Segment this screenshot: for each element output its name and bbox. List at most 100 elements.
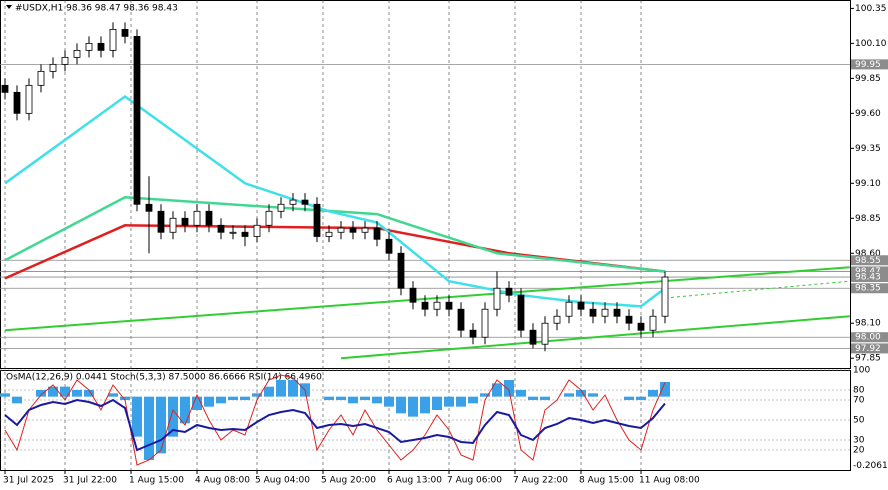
moving-average [4, 196, 666, 273]
candle-body [37, 70, 45, 86]
candle-body [169, 217, 177, 233]
osma-bar [576, 390, 586, 397]
level-box [851, 266, 888, 277]
candle-body [469, 329, 477, 338]
trend-line [340, 315, 850, 360]
osma-bar [204, 396, 214, 407]
y-tick-label: 98.60 [855, 249, 881, 259]
level-box [851, 59, 888, 70]
x-tick-label: 1 Aug 15:00 [129, 476, 184, 486]
osma-bar [468, 396, 478, 404]
menu-arrow[interactable] [6, 5, 12, 9]
x-tick-label: 8 Aug 15:00 [579, 476, 634, 486]
candle-body [313, 203, 321, 237]
osma-bar [120, 396, 130, 400]
osma-bar [504, 380, 514, 397]
indicator-title: OsMA(12,26,9) 0.0441 Stoch(5,3,3) 87.500… [6, 373, 322, 383]
y-tick-label: 100.35 [855, 4, 887, 14]
candle-body [217, 224, 225, 233]
x-tick-label: 5 Aug 20:00 [321, 476, 376, 486]
level-box [851, 272, 888, 283]
osma-bar [420, 396, 430, 414]
osma-bar [624, 396, 634, 400]
osma-bar [408, 396, 418, 417]
candle-body [625, 315, 633, 324]
indicator-tick-label: 20 [853, 446, 865, 456]
osma-bar [168, 396, 178, 437]
candle-body [289, 199, 297, 205]
osma-bar [240, 396, 250, 400]
candle-body [589, 308, 597, 317]
osma-bar [336, 396, 346, 400]
x-tick-label: 7 Aug 22:00 [513, 476, 568, 486]
osma-bar [480, 393, 490, 397]
y-tick-label: 98.10 [855, 319, 881, 329]
osma-bar [216, 396, 226, 404]
indicator-tick-label: 80 [853, 386, 865, 396]
candle-body [133, 35, 141, 205]
candle-body [193, 210, 201, 226]
x-tick-label: 11 Aug 08:00 [639, 476, 700, 486]
moving-average [4, 94, 666, 308]
level-label: 98.00 [855, 333, 881, 343]
x-tick-label: 31 Jul 22:00 [63, 476, 117, 486]
rsi-line [4, 398, 666, 452]
candle-body [109, 28, 117, 51]
osma-bar [0, 393, 10, 397]
candle-body [97, 42, 105, 51]
osma-bar [360, 396, 370, 400]
candle-body [277, 203, 285, 212]
osma-bar [264, 386, 274, 397]
candle-body [13, 91, 21, 114]
x-tick-label: 7 Aug 06:00 [447, 476, 502, 486]
osma-bar [276, 380, 286, 397]
indicator-tick-label: 30 [853, 436, 865, 446]
trend-line [4, 266, 850, 332]
candle-body [565, 301, 573, 317]
osma-bar [228, 396, 238, 400]
osma-bar [516, 390, 526, 397]
candle-body [649, 315, 657, 331]
osma-bar [564, 393, 574, 397]
candle-body [493, 287, 501, 310]
level-box [851, 283, 888, 294]
chart-title: #USDX,H1 98.36 98.47 98.36 98.43 [15, 4, 178, 14]
osma-bar [192, 396, 202, 410]
osma-bar [72, 390, 82, 397]
osma-tick-label: -0.2061 [853, 461, 888, 471]
candle-body [613, 308, 621, 317]
candle-body [337, 227, 345, 233]
osma-bar [540, 396, 550, 400]
level-label: 98.35 [855, 284, 881, 294]
indicator-tick-label: 100 [853, 366, 870, 376]
y-tick-label: 97.85 [855, 354, 881, 364]
candle-body [529, 329, 537, 345]
candle-body [601, 308, 609, 317]
osma-bar [432, 396, 442, 410]
osma-bar [384, 396, 394, 407]
candle-body [373, 227, 381, 240]
candle-body [661, 276, 669, 317]
x-tick-label: 31 Jul 2025 [3, 476, 54, 486]
level-label: 98.47 [855, 267, 881, 277]
osma-bar [60, 386, 70, 397]
indicator-pane [0, 370, 851, 471]
osma-bar [456, 396, 466, 407]
candle-body [181, 217, 189, 226]
osma-bar [660, 381, 670, 397]
osma-bar [372, 396, 382, 404]
candle-body [409, 287, 417, 303]
level-box [851, 332, 888, 343]
x-tick-label: 5 Aug 04:00 [255, 476, 310, 486]
y-tick-label: 99.35 [855, 144, 881, 154]
osma-bar [36, 390, 46, 397]
osma-bar [144, 396, 154, 460]
osma-bar [348, 396, 358, 404]
x-tick-label: 6 Aug 13:00 [387, 476, 442, 486]
osma-bar [648, 390, 658, 397]
candle-body [421, 301, 429, 310]
trend-line [664, 280, 850, 299]
osma-bar [108, 393, 118, 397]
candle-body [433, 301, 441, 310]
